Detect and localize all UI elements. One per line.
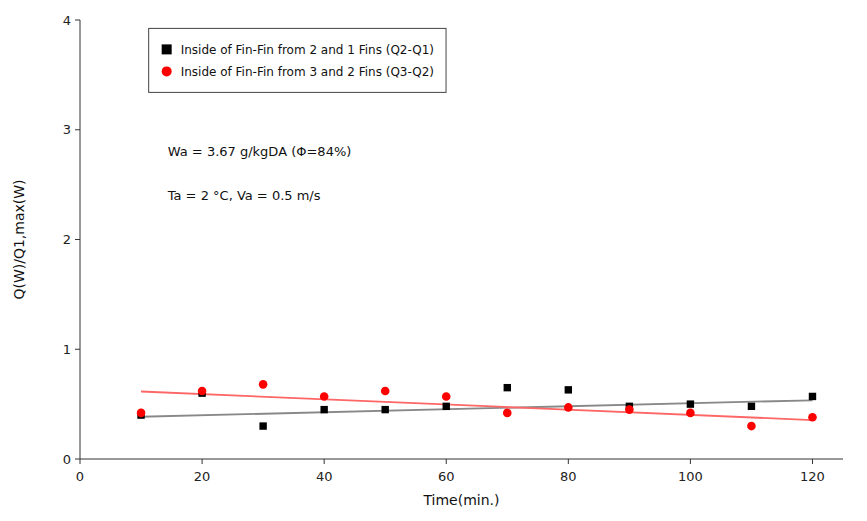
x-tick-label: 80 — [560, 469, 577, 484]
point — [809, 393, 816, 400]
point — [564, 403, 573, 412]
point — [381, 387, 390, 396]
trend-line — [141, 392, 812, 421]
y-axis-label: Q(W)/Q1,max(W) — [11, 179, 27, 299]
y-tick-label: 4 — [63, 13, 71, 28]
x-tick-label: 100 — [678, 469, 703, 484]
point — [259, 380, 268, 389]
y-tick-label: 3 — [63, 122, 71, 137]
x-tick-label: 20 — [194, 469, 211, 484]
point — [259, 422, 266, 429]
point — [625, 405, 634, 414]
x-tick-label: 60 — [438, 469, 455, 484]
legend: Inside of Fin-Fin from 2 and 1 Fins (Q2-… — [149, 28, 446, 92]
point — [686, 409, 695, 418]
trend-line — [141, 400, 812, 416]
x-tick — [446, 459, 447, 464]
y-tick — [75, 459, 80, 460]
x-tick — [80, 459, 81, 464]
point — [748, 403, 755, 410]
x-tick — [568, 459, 569, 464]
legend-frame — [149, 28, 446, 92]
y-tick-label: 0 — [63, 452, 71, 467]
marks — [137, 380, 817, 430]
y-tick — [75, 20, 80, 21]
point — [320, 392, 329, 401]
point — [808, 413, 817, 422]
x-axis-line — [80, 459, 843, 460]
y-tick-label: 1 — [63, 342, 71, 357]
y-tick — [75, 239, 80, 240]
annotation: Wa = 3.67 g/kgDA (Φ=84%) — [168, 144, 352, 159]
point — [504, 384, 511, 391]
chart: 0 20 40 60 80 100 120 0 1 2 3 4 Time(min.) Q(W)/Q1,ma… — [0, 0, 867, 521]
point — [443, 403, 450, 410]
x-tick — [690, 459, 691, 464]
x-tick — [324, 459, 325, 464]
x-tick-label: 40 — [316, 469, 333, 484]
point — [442, 392, 451, 401]
x-tick — [812, 459, 813, 464]
legend-marker — [162, 44, 172, 54]
point — [687, 400, 694, 407]
axes: 0 20 40 60 80 100 120 0 1 2 3 4 — [63, 13, 843, 485]
y-tick — [75, 129, 80, 130]
y-tick — [75, 349, 80, 350]
point — [382, 406, 389, 413]
point — [565, 386, 572, 393]
x-tick — [202, 459, 203, 464]
x-tick-label: 0 — [76, 469, 84, 484]
y-tick-label: 2 — [63, 232, 71, 247]
point — [137, 409, 146, 418]
annotation: Ta = 2 °C, Va = 0.5 m/s — [167, 188, 321, 203]
x-tick-label: 120 — [800, 469, 825, 484]
legend-marker — [162, 66, 172, 76]
point — [503, 409, 512, 418]
legend-label: Inside of Fin-Fin from 2 and 1 Fins (Q2-… — [181, 43, 434, 57]
x-axis-label: Time(min.) — [422, 492, 499, 508]
point — [747, 422, 756, 431]
point — [198, 387, 207, 396]
point — [320, 406, 327, 413]
legend-label: Inside of Fin-Fin from 3 and 2 Fins (Q3-… — [181, 65, 434, 79]
